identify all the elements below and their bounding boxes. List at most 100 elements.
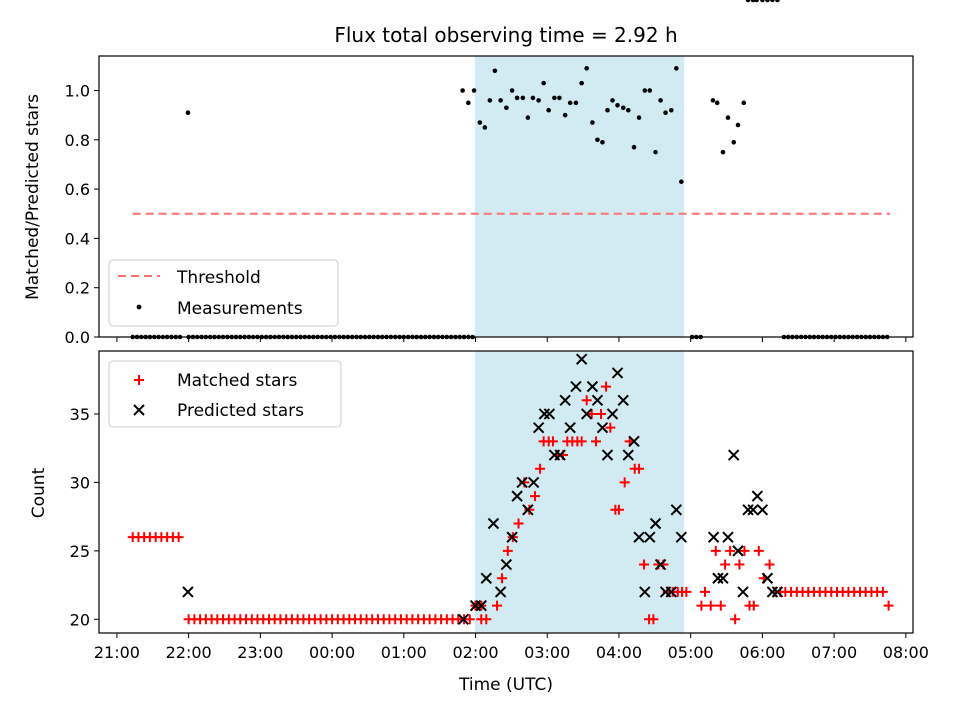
predicted-star-point [756,504,769,516]
predicted-star-point [670,504,683,516]
predicted-star-point [457,613,470,626]
top-observing-window [474,56,685,337]
matched-star-point [524,504,535,515]
matched-star-point [639,559,650,570]
measurement-point [557,95,562,101]
predicted-star-point [665,586,678,598]
measurement-point [530,95,536,101]
matched-star-point [535,463,546,474]
bottom-y-tick-label: 25 [70,542,90,561]
measurement-point [471,88,477,93]
matched-star-point [619,477,630,488]
predicted-star-point [751,490,764,502]
predicted-star-point [475,599,487,612]
top-axes-frame [98,55,914,338]
matched-star-point [634,463,645,474]
measurement-point [477,120,483,125]
measurement-point [590,120,595,125]
measurement-point [636,115,642,120]
predicted-star-point [586,380,599,393]
matched-star-point [492,600,503,611]
measurement-point [658,98,663,103]
predicted-star-point [527,476,540,489]
top-y-tick-label: 0.2 [65,279,90,298]
predicted-star-point [516,476,528,489]
bottom-y-tick-label: 30 [70,473,90,492]
matched-star-point [530,491,541,502]
threshold-legend-label: Threshold [176,268,261,288]
predicted-star-point [628,435,640,448]
measurement-point [770,0,775,3]
measurement-point [573,100,579,106]
x-tick-label: 23:00 [237,643,283,662]
bottom-y-tick-label: 35 [70,405,90,424]
matched-star-point [753,545,764,556]
predicted-star-point [712,572,724,584]
predicted-star-point [639,586,651,598]
bottom-legend: Matched stars Predicted stars [108,360,342,428]
matched-star-point [715,600,726,611]
measurement-point [620,105,626,111]
bottom-y-tick-label: 20 [70,610,90,629]
predicted-star-point [500,558,513,571]
measurement-point [765,0,770,3]
measurement-point [482,125,488,130]
matched-star-point [547,436,558,447]
measurement-point [669,107,674,113]
x-tick-label: 02:00 [452,643,498,662]
measurement-point [541,80,546,86]
matched-star-point [476,614,487,625]
predicted-star-point [737,586,749,598]
predicted-star-point [543,408,556,420]
predicted-star-point [564,421,576,434]
matched-star-point [173,532,184,543]
matched-star-point [586,408,597,419]
predicted-star-point [633,531,645,543]
measurement-point [610,98,615,103]
measurements-legend-label: Measurements [177,299,303,319]
measurement-point [663,110,668,115]
measurement-point [562,112,568,118]
x-tick-label: 04:00 [596,643,642,662]
chart-title: Flux total observing time = 2.92 h [334,23,677,47]
measurement-point [725,115,731,120]
measurement-point [731,139,737,145]
measurement-point [760,0,765,3]
measurement-point [750,0,756,3]
top-legend: Threshold Measurements [108,259,339,327]
measurement-point [674,66,679,71]
matched-legend-label: Matched stars [177,371,297,391]
top-y-tick-label: 1.0 [65,82,90,101]
predicted-legend-label: Predicted stars [177,401,304,421]
predicted-star-point [532,421,545,434]
matched-star-point [883,600,894,611]
top-y-tick-label: 0.4 [65,229,90,248]
measurement-point [775,0,780,3]
matched-star-point [700,586,711,597]
predicted-star-point [570,380,582,393]
predicted-star-point [591,394,604,406]
predicted-star-point [722,531,734,543]
matched-star-point [710,545,721,556]
x-tick-label: 07:00 [811,643,857,662]
measurement-point [595,137,600,143]
measurement-point [605,107,610,113]
top-y-tick-label: 0.6 [65,180,90,199]
predicted-star-point [742,504,754,516]
predicted-star-point [506,531,518,543]
predicted-star-point [494,586,507,598]
predicted-star-point [622,449,634,461]
measurement-point [741,100,747,106]
x-tick-label: 06:00 [739,643,785,662]
measurement-point [498,98,503,103]
matched-star-point [725,545,736,556]
predicted-star-point [554,449,566,461]
matched-star-point [591,436,602,447]
measurement-point [600,139,605,145]
matched-star-point [613,504,624,515]
measurement-point [492,68,498,74]
measurement-point [567,100,573,106]
matched-star-point [464,614,475,625]
